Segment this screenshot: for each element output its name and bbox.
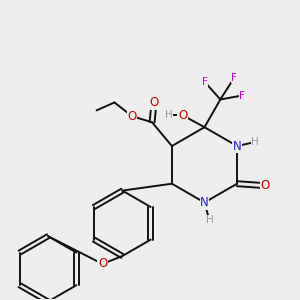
Text: F: F	[202, 76, 207, 87]
Text: O: O	[260, 179, 269, 192]
Text: N: N	[200, 196, 209, 209]
Text: H: H	[206, 215, 213, 225]
Text: O: O	[98, 257, 107, 270]
Text: F: F	[231, 73, 237, 83]
Text: N: N	[233, 140, 242, 152]
Text: F: F	[239, 91, 245, 100]
Text: O: O	[128, 110, 137, 123]
Text: O: O	[178, 109, 187, 122]
Text: H: H	[251, 137, 259, 147]
Text: H: H	[165, 110, 173, 120]
Text: O: O	[149, 96, 159, 109]
